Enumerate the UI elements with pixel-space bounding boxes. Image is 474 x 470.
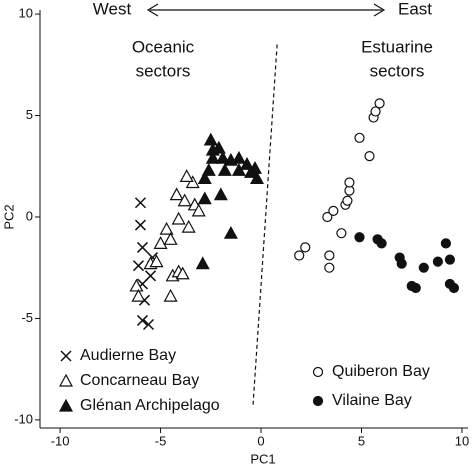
point	[336, 228, 347, 239]
legend-label: Vilaine Bay	[332, 392, 412, 409]
y-tick-label: 0	[26, 208, 33, 223]
point	[169, 187, 184, 201]
point	[197, 191, 212, 205]
point	[324, 250, 335, 261]
point	[171, 211, 186, 225]
point	[129, 278, 144, 292]
x-tick-label: 5	[358, 433, 365, 448]
point	[136, 314, 149, 326]
point	[231, 163, 246, 176]
point	[142, 318, 155, 331]
point	[217, 163, 232, 176]
point	[175, 266, 190, 280]
point	[159, 221, 174, 235]
point	[136, 241, 149, 253]
point	[211, 140, 226, 154]
point	[191, 203, 206, 217]
point	[364, 150, 375, 162]
point	[342, 195, 353, 206]
point	[354, 132, 365, 143]
x-tick-label: -10	[51, 433, 70, 448]
legend-marker	[312, 395, 324, 407]
point	[410, 282, 421, 294]
annotation: East	[398, 0, 432, 18]
annotation: West	[93, 0, 132, 18]
point	[376, 238, 387, 249]
point	[354, 232, 365, 243]
point	[374, 98, 385, 109]
y-tick-label: 10	[19, 5, 33, 20]
point	[300, 242, 311, 253]
point	[223, 225, 238, 239]
point	[203, 132, 218, 146]
legend-label: Glénan Archipelago	[80, 397, 220, 414]
point	[144, 270, 157, 282]
legend-marker	[60, 350, 72, 362]
divider-line	[252, 44, 278, 406]
point	[163, 288, 178, 302]
legend-label: Quiberon Bay	[332, 363, 430, 380]
y-tick-label: 5	[26, 107, 33, 122]
point	[448, 282, 460, 294]
point	[205, 150, 220, 164]
point	[201, 163, 216, 176]
point	[250, 171, 265, 185]
annotation: Oceanic	[132, 37, 195, 56]
point	[134, 197, 146, 209]
x-axis-label: PC1	[250, 451, 275, 466]
annotation: sectors	[370, 61, 425, 80]
point	[396, 258, 407, 269]
x-tick-label: 10	[455, 433, 469, 448]
legend-marker	[312, 366, 324, 378]
y-tick-label: -10	[14, 411, 33, 426]
legend-label: Audierne Bay	[80, 347, 176, 364]
point	[294, 250, 305, 261]
point	[243, 165, 258, 178]
point	[231, 150, 246, 164]
arrow-heads	[146, 3, 386, 17]
point	[179, 169, 194, 182]
legend-label: Concarneau Bay	[80, 372, 199, 389]
point	[197, 171, 212, 185]
x-tick-label: -5	[155, 433, 167, 448]
point	[177, 193, 192, 207]
point	[215, 150, 230, 164]
point	[181, 219, 196, 233]
point	[239, 156, 254, 170]
point	[444, 254, 456, 265]
point	[344, 177, 355, 188]
point	[131, 288, 146, 302]
legend-marker	[58, 373, 74, 387]
point	[134, 219, 146, 231]
point	[440, 238, 451, 249]
point	[195, 256, 210, 270]
point	[418, 262, 429, 273]
point	[132, 260, 144, 272]
point	[322, 211, 333, 223]
y-tick-label: -5	[21, 310, 33, 325]
point	[149, 254, 164, 268]
point	[163, 232, 178, 245]
y-axis-label: PC2	[1, 204, 16, 229]
annotation: Estuarine	[361, 37, 433, 56]
x-tick-label: 0	[257, 433, 264, 448]
point	[153, 236, 168, 249]
point	[328, 205, 339, 216]
legend-marker	[58, 398, 74, 412]
point	[324, 262, 335, 273]
point	[432, 256, 443, 267]
point	[213, 187, 228, 201]
point	[370, 106, 381, 117]
annotation: sectors	[136, 61, 191, 80]
